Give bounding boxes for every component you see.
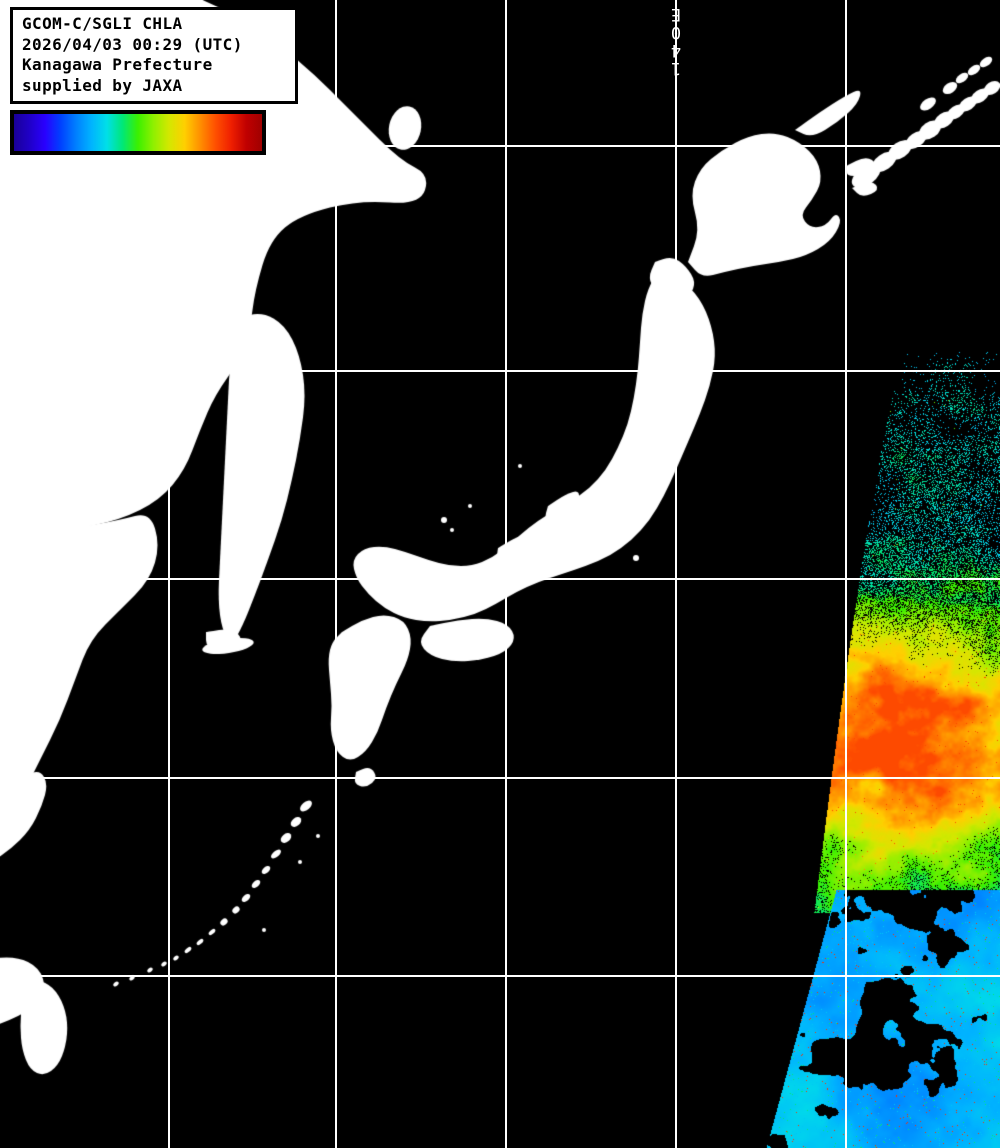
product-title-panel: GCOM-C/SGLI CHLA 2026/04/03 00:29 (UTC) …: [10, 7, 298, 104]
chlorophyll-colorbar: [10, 110, 266, 155]
title-line-region: Kanagawa Prefecture: [22, 55, 213, 74]
title-line-sensor: GCOM-C/SGLI CHLA: [22, 14, 183, 33]
colorbar-gradient: [14, 114, 262, 151]
title-line-provider: supplied by JAXA: [22, 75, 183, 95]
title-line-datetime: 2026/04/03 00:29 (UTC): [22, 34, 243, 54]
